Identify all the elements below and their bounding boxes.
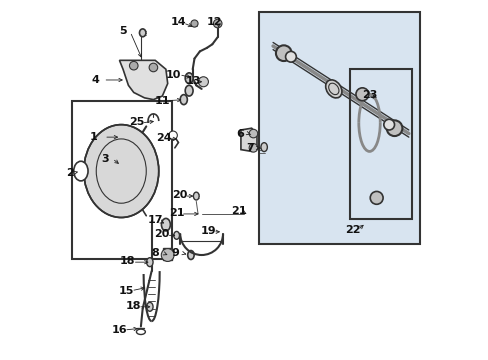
Ellipse shape	[146, 302, 153, 311]
Circle shape	[89, 139, 153, 203]
Ellipse shape	[185, 85, 193, 96]
Circle shape	[108, 158, 134, 184]
Text: 10: 10	[165, 69, 180, 80]
Circle shape	[355, 88, 368, 101]
Text: 20: 20	[154, 229, 169, 239]
Ellipse shape	[325, 80, 341, 98]
Text: 20: 20	[172, 190, 187, 200]
Text: 15: 15	[119, 286, 134, 296]
Text: 23: 23	[361, 90, 376, 100]
Text: 18: 18	[120, 256, 135, 266]
Circle shape	[248, 129, 257, 138]
Text: 5: 5	[119, 26, 126, 36]
Circle shape	[369, 192, 382, 204]
Text: 21: 21	[168, 208, 184, 218]
Text: 8: 8	[151, 248, 159, 258]
Bar	[349, 69, 411, 219]
Text: 7: 7	[246, 143, 254, 153]
Polygon shape	[119, 60, 167, 100]
Text: 19: 19	[201, 226, 216, 236]
Ellipse shape	[161, 219, 170, 231]
Text: 13: 13	[185, 76, 200, 86]
Text: 2: 2	[66, 168, 74, 178]
Circle shape	[213, 19, 222, 28]
Circle shape	[285, 51, 296, 62]
Circle shape	[149, 63, 157, 72]
Ellipse shape	[139, 29, 145, 37]
Text: 21: 21	[230, 206, 246, 216]
Bar	[72, 102, 172, 258]
Ellipse shape	[146, 258, 153, 267]
Text: 6: 6	[236, 129, 244, 139]
Text: 16: 16	[111, 325, 127, 335]
Ellipse shape	[83, 125, 159, 217]
Text: 25: 25	[129, 117, 144, 127]
Ellipse shape	[261, 143, 267, 152]
Text: 17: 17	[147, 215, 163, 225]
Ellipse shape	[136, 329, 145, 334]
Circle shape	[190, 20, 198, 27]
Bar	[163, 248, 172, 260]
Ellipse shape	[187, 251, 194, 260]
Circle shape	[168, 131, 177, 140]
Circle shape	[275, 45, 291, 61]
Ellipse shape	[173, 231, 179, 239]
Text: 24: 24	[156, 133, 171, 143]
Text: 14: 14	[170, 17, 186, 27]
Circle shape	[248, 144, 257, 152]
Ellipse shape	[193, 192, 199, 200]
Circle shape	[386, 120, 402, 136]
Polygon shape	[241, 128, 257, 152]
Text: 12: 12	[206, 17, 222, 27]
Circle shape	[129, 62, 138, 70]
Ellipse shape	[180, 95, 187, 105]
Text: 22: 22	[345, 225, 360, 235]
Text: 11: 11	[154, 96, 170, 106]
Circle shape	[161, 249, 174, 261]
Circle shape	[383, 119, 394, 130]
Text: 1: 1	[90, 132, 98, 142]
Text: 18: 18	[125, 301, 141, 311]
Text: 9: 9	[171, 248, 179, 258]
Ellipse shape	[74, 161, 88, 181]
Text: 3: 3	[101, 154, 108, 163]
Ellipse shape	[185, 73, 193, 84]
Bar	[258, 12, 419, 244]
Circle shape	[198, 77, 208, 87]
Text: 4: 4	[92, 75, 100, 85]
